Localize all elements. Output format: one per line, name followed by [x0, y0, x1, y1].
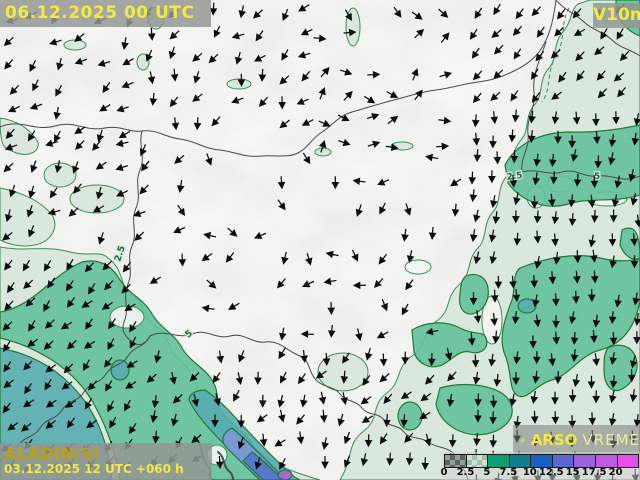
legend-tick: 15 — [565, 467, 580, 478]
patch-nw-4 — [69, 184, 125, 214]
product-name-label: VREME — [582, 431, 640, 449]
green-blob-south-2 — [397, 401, 423, 431]
model-run-label: 03.12.2025 12 UTC +060 h — [4, 462, 184, 476]
blob-top-3 — [226, 78, 252, 90]
legend-tick: 10 — [522, 467, 537, 478]
green-band-northeast — [504, 124, 640, 207]
legend-cell — [531, 455, 553, 467]
arso-rays-icon — [519, 437, 525, 443]
legend-cell — [509, 455, 532, 467]
bora-blue-core — [242, 451, 283, 480]
blob-mid-1 — [314, 147, 332, 157]
legend-cell — [488, 455, 510, 467]
legend-cell — [595, 455, 618, 467]
teal-patch-coast — [110, 359, 130, 381]
blob-top-5 — [136, 53, 150, 71]
model-name-label: ALADIN/SI — [4, 444, 100, 463]
valid-datetime-label: 06.12.2025 00 UTC — [0, 0, 211, 27]
wind-speed-legend: 0 2.5 5 7.5 10 12.5 15 17.5 20 — [441, 452, 640, 480]
legend-tick: 2.5 — [456, 467, 475, 478]
legend-cell — [617, 455, 639, 467]
teal-patch-east — [517, 298, 537, 314]
legend-tick: 17.5 — [581, 467, 607, 478]
svg-text:5: 5 — [594, 172, 600, 182]
legend-tick: 0 — [440, 467, 448, 478]
agency-name-label: ARSO — [530, 431, 578, 449]
agency-logo-panel: ARSO VREME — [513, 425, 640, 455]
blob-center-south — [317, 352, 369, 392]
blob-top-1 — [63, 39, 87, 51]
legend-tick: 5 — [483, 467, 491, 478]
svg-text:2.5: 2.5 — [506, 171, 523, 183]
green-blob-se-lower — [603, 344, 638, 392]
legend-cell — [552, 455, 575, 467]
field-label: V10m — [593, 3, 640, 28]
legend-cell — [574, 455, 596, 467]
legend-cell — [445, 455, 467, 467]
model-info-panel: ALADIN/SI 03.12.2025 12 UTC +060 h — [0, 443, 212, 480]
legend-tick: 20 — [608, 467, 623, 478]
legend-color-bar — [444, 454, 639, 468]
bora-teal-stripe — [188, 389, 301, 480]
legend-tick: 7.5 — [499, 467, 518, 478]
hole-east-4 — [404, 259, 432, 275]
contour-labels: 2.552.5 5 — [112, 170, 601, 342]
bora-violet-spot — [277, 469, 293, 480]
patch-nw-2 — [43, 162, 77, 188]
legend-tick: 12.5 — [538, 467, 564, 478]
legend-cell — [466, 455, 489, 467]
